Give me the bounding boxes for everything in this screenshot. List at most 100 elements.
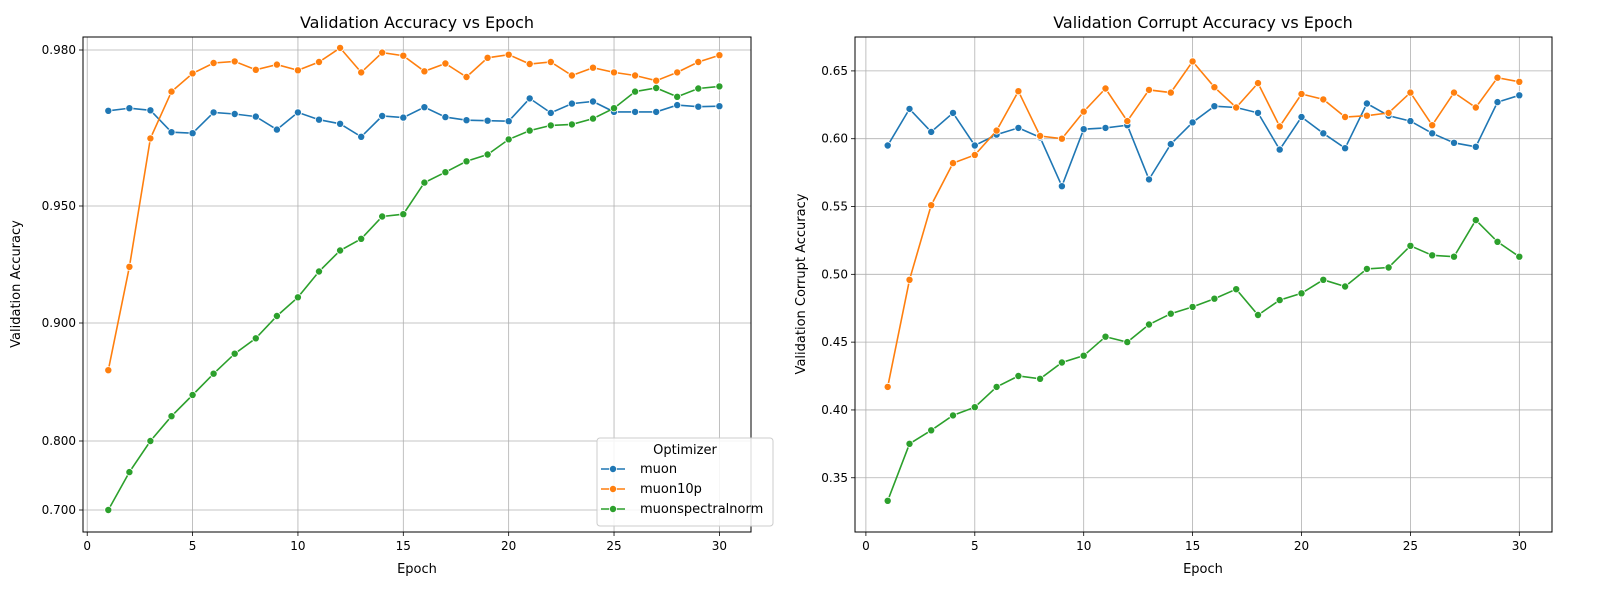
x-tick-label: 10 (1076, 539, 1091, 553)
data-point-muon (883, 141, 892, 150)
data-point-muonspectralnorm (1188, 302, 1197, 311)
y-tick-label: 0.900 (42, 316, 76, 330)
data-point-muonspectralnorm (462, 157, 471, 166)
data-point-muon10p (1166, 88, 1175, 97)
data-point-muon10p (1254, 79, 1263, 88)
data-point-muon10p (883, 382, 892, 391)
data-point-muonspectralnorm (483, 150, 492, 159)
data-point-muonspectralnorm (336, 246, 345, 255)
data-point-muon10p (1014, 87, 1023, 96)
data-point-muon10p (357, 68, 366, 77)
data-point-muon (209, 108, 218, 117)
data-point-muon10p (1275, 122, 1284, 131)
data-point-muon10p (715, 51, 724, 60)
data-point-muonspectralnorm (1493, 237, 1502, 246)
data-point-muonspectralnorm (188, 390, 197, 399)
data-point-muon10p (293, 66, 302, 75)
data-point-muon (694, 102, 703, 111)
data-point-muon (1210, 102, 1219, 111)
data-point-muon (1493, 98, 1502, 107)
data-point-muonspectralnorm (1079, 351, 1088, 360)
data-point-muonspectralnorm (525, 126, 534, 135)
y-tick-label: 0.40 (821, 403, 848, 417)
data-point-muonspectralnorm (1145, 320, 1154, 329)
data-point-muonspectralnorm (1341, 282, 1350, 291)
data-point-muon (167, 128, 176, 137)
data-point-muon10p (104, 366, 113, 375)
data-point-muonspectralnorm (1450, 252, 1459, 261)
data-point-muon (1275, 145, 1284, 154)
data-point-muon (1341, 144, 1350, 153)
data-point-muonspectralnorm (441, 168, 450, 177)
data-point-muon10p (1123, 117, 1132, 126)
data-point-muon (462, 116, 471, 125)
legend-item: muon10p (601, 482, 702, 497)
data-point-muonspectralnorm (251, 334, 260, 343)
data-point-muon10p (1515, 77, 1524, 86)
data-point-muon (314, 115, 323, 124)
data-point-muon10p (1232, 103, 1241, 112)
x-tick-label: 30 (712, 539, 727, 553)
data-point-muonspectralnorm (1384, 263, 1393, 272)
data-point-muon10p (589, 63, 598, 72)
data-point-muon10p (673, 68, 682, 77)
x-tick-label: 25 (606, 539, 621, 553)
data-point-muon10p (125, 262, 134, 271)
data-point-muon10p (525, 60, 534, 69)
plot-frame (82, 36, 752, 533)
legend-label: muonspectralnorm (640, 502, 763, 517)
data-point-muon (927, 127, 936, 136)
y-tick-label: 0.950 (42, 199, 76, 213)
y-tick-label: 0.700 (42, 503, 76, 517)
data-point-muon10p (420, 67, 429, 76)
corrupt-accuracy-chart: Validation Corrupt Accuracy vs Epoch 0 5 1… (794, 13, 1553, 577)
x-tick-label: 20 (501, 539, 516, 553)
data-point-muonspectralnorm (949, 411, 958, 420)
data-point-muon (272, 125, 281, 134)
data-point-muonspectralnorm (673, 92, 682, 101)
data-point-muon10p (694, 58, 703, 67)
data-point-muonspectralnorm (209, 369, 218, 378)
data-point-muon10p (1297, 90, 1306, 99)
data-point-muonspectralnorm (631, 87, 640, 96)
data-point-muon10p (927, 201, 936, 210)
data-point-muon (104, 106, 113, 115)
legend-title: Optimizer (653, 443, 717, 458)
data-point-muonspectralnorm (1362, 264, 1371, 273)
data-point-muonspectralnorm (905, 439, 914, 448)
data-point-muon10p (146, 134, 155, 143)
data-point-muon (1515, 91, 1524, 100)
data-point-muonspectralnorm (1254, 310, 1263, 319)
data-point-muon (293, 108, 302, 117)
data-point-muon10p (949, 159, 958, 168)
data-point-muon10p (1079, 107, 1088, 116)
data-point-muonspectralnorm (146, 436, 155, 445)
x-axis-label: Epoch (397, 562, 437, 577)
data-point-muon10p (1450, 88, 1459, 97)
data-point-muon (673, 101, 682, 110)
data-point-muonspectralnorm (1101, 332, 1110, 341)
data-point-muon10p (1145, 85, 1154, 94)
data-point-muon10p (188, 69, 197, 78)
data-point-muon (1319, 129, 1328, 138)
data-point-muonspectralnorm (420, 178, 429, 187)
data-point-muonspectralnorm (1036, 374, 1045, 383)
data-point-muon10p (610, 68, 619, 77)
data-point-muon (567, 99, 576, 108)
legend-box (596, 437, 774, 527)
data-point-muon (1362, 99, 1371, 108)
x-tick-label: 15 (1185, 539, 1200, 553)
data-point-muon (146, 106, 155, 115)
data-point-muonspectralnorm (1014, 371, 1023, 380)
data-point-muonspectralnorm (883, 496, 892, 505)
data-point-muonspectralnorm (1210, 294, 1219, 303)
data-point-muon10p (399, 51, 408, 60)
data-point-muonspectralnorm (694, 84, 703, 93)
data-point-muonspectralnorm (1297, 289, 1306, 298)
data-point-muonspectralnorm (357, 234, 366, 243)
data-point-muon10p (251, 65, 260, 74)
data-point-muon (504, 117, 513, 126)
data-point-muon10p (441, 59, 450, 68)
x-tick-label: 30 (1512, 539, 1527, 553)
data-point-muon (420, 103, 429, 112)
